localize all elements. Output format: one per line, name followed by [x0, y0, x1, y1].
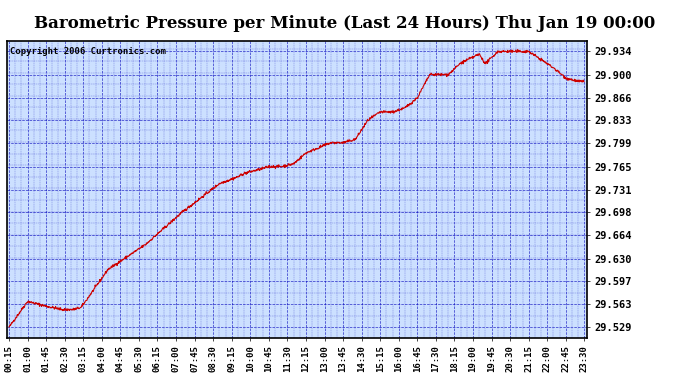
Text: Copyright 2006 Curtronics.com: Copyright 2006 Curtronics.com	[10, 47, 166, 56]
Text: Barometric Pressure per Minute (Last 24 Hours) Thu Jan 19 00:00: Barometric Pressure per Minute (Last 24 …	[34, 15, 655, 32]
